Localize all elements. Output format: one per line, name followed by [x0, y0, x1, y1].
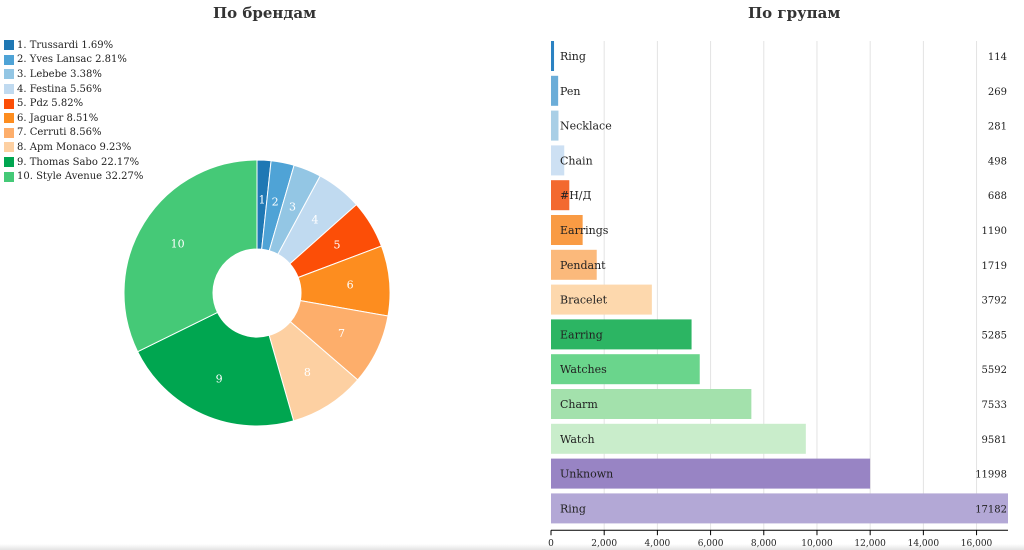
brands-donut-chart: 1 2 3 4 5 6 7 8 9 10 — [123, 159, 391, 427]
legend-label: 3. Lebebe 3.38% — [17, 68, 102, 80]
bar[interactable] — [551, 458, 871, 489]
bar-value-label: 1719 — [982, 261, 1007, 272]
bar-label: Unknown — [560, 468, 613, 481]
legend-label: 1. Trussardi 1.69% — [17, 39, 114, 51]
legend-label: 5. Pdz 5.82% — [17, 98, 84, 110]
legend-swatch — [4, 54, 14, 65]
bar[interactable] — [551, 180, 570, 211]
legend-item: 5. Pdz 5.82% — [4, 96, 143, 111]
bar[interactable] — [551, 145, 565, 176]
pie-slice-label: 5 — [334, 239, 341, 252]
bar[interactable] — [551, 319, 692, 350]
bar-value-label: 17182 — [975, 504, 1007, 515]
pie-slice-label: 3 — [289, 200, 296, 213]
bar[interactable] — [551, 354, 700, 385]
legend-swatch — [4, 69, 14, 80]
bar-label: Pen — [560, 85, 581, 98]
legend-swatch — [4, 157, 14, 168]
legend-item: 2. Yves Lansac 2.81% — [4, 53, 143, 68]
bar[interactable] — [551, 110, 559, 141]
bar-value-label: 5592 — [982, 365, 1007, 376]
groups-bar-chart: 02,0004,0006,0008,00010,00012,00014,0001… — [548, 41, 1008, 549]
legend-label: 2. Yves Lansac 2.81% — [17, 54, 127, 66]
legend-label: 9. Thomas Sabo 22.17% — [17, 156, 140, 168]
legend-swatch — [4, 127, 14, 138]
pie-slice-label: 4 — [312, 214, 319, 227]
legend-label: 4. Festina 5.56% — [17, 83, 102, 95]
bar-value-label: 11998 — [975, 470, 1007, 481]
bar-label: Ring — [560, 502, 586, 515]
legend-item: 1. Trussardi 1.69% — [4, 38, 143, 53]
legend-label: 6. Jaguar 8.51% — [17, 112, 99, 124]
brands-chart-title: По брендам — [213, 4, 317, 22]
legend-item: 10. Style Avenue 32.27% — [4, 169, 143, 184]
bar-label: Earrings — [560, 224, 609, 237]
legend-swatch — [4, 113, 14, 124]
bar-label: Ring — [560, 50, 586, 63]
bar-label: Pendant — [560, 259, 606, 272]
bar-value-label: 3792 — [982, 296, 1007, 307]
bar-value-label: 269 — [988, 87, 1007, 98]
pie-slice-label: 6 — [347, 278, 354, 291]
bottom-edge — [0, 544, 1024, 550]
legend-swatch — [4, 40, 14, 51]
bar-label: Watches — [560, 363, 607, 376]
legend-swatch — [4, 171, 14, 182]
legend-label: 7. Cerruti 8.56% — [17, 127, 102, 139]
bar-value-label: 9581 — [982, 435, 1007, 446]
legend-item: 3. Lebebe 3.38% — [4, 67, 143, 82]
bar-label: Watch — [560, 433, 595, 446]
bar-label: Earring — [560, 328, 603, 341]
pie-slice-label: 1 — [258, 194, 265, 207]
legend-item: 8. Apm Monaco 9.23% — [4, 140, 143, 155]
bar-label: Necklace — [560, 120, 612, 133]
bar-value-label: 5285 — [982, 330, 1007, 341]
bar-value-label: 281 — [988, 122, 1007, 133]
bar[interactable] — [551, 215, 583, 245]
legend-item: 7. Cerruti 8.56% — [4, 126, 143, 141]
legend-item: 6. Jaguar 8.51% — [4, 111, 143, 126]
bar-label: Bracelet — [560, 294, 608, 307]
bar-value-label: 688 — [988, 191, 1007, 202]
bar[interactable] — [551, 75, 559, 106]
bar[interactable] — [551, 389, 752, 419]
bar-label: #Н/Д — [560, 189, 592, 202]
bar[interactable] — [551, 423, 806, 454]
brands-legend: 1. Trussardi 1.69% 2. Yves Lansac 2.81% 3.… — [4, 38, 143, 184]
bar-label: Charm — [560, 398, 598, 411]
pie-slice-label: 2 — [272, 195, 279, 208]
bar-label: Chain — [560, 154, 593, 167]
bar-value-label: 7533 — [982, 400, 1007, 411]
bar-value-label: 498 — [988, 156, 1007, 167]
bar[interactable] — [551, 284, 652, 315]
bar-value-label: 114 — [988, 52, 1007, 63]
legend-swatch — [4, 142, 14, 153]
bar[interactable] — [551, 249, 597, 280]
legend-label: 10. Style Avenue 32.27% — [17, 171, 144, 183]
legend-label: 8. Apm Monaco 9.23% — [17, 141, 132, 153]
pie-slice[interactable] — [136, 311, 295, 427]
legend-item: 4. Festina 5.56% — [4, 82, 143, 97]
legend-swatch — [4, 84, 14, 95]
bar-value-label: 1190 — [982, 226, 1007, 237]
pie-slice-label: 10 — [171, 238, 185, 251]
bar[interactable] — [551, 41, 555, 71]
legend-item: 9. Thomas Sabo 22.17% — [4, 155, 143, 170]
pie-slice-label: 8 — [304, 366, 311, 379]
pie-slice-label: 7 — [338, 327, 345, 340]
bar[interactable] — [551, 493, 1008, 524]
pie-slice-label: 9 — [216, 372, 223, 385]
groups-chart-title: По групам — [748, 4, 841, 22]
pie-slice[interactable] — [123, 159, 258, 353]
legend-swatch — [4, 98, 14, 109]
